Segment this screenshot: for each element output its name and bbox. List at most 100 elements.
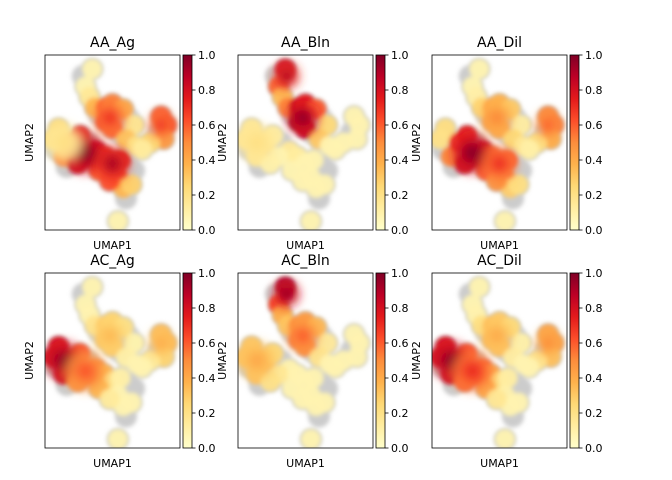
hotspot-mark xyxy=(281,288,292,300)
umap-panel: AC_Dil UMAP1 UMAP2 0.0 0.2 0.4 0.6 0.8 1.0 xyxy=(410,253,603,470)
density-point xyxy=(99,389,120,409)
density-point xyxy=(469,59,490,79)
hotspot-mark xyxy=(296,329,310,343)
hotspots xyxy=(45,320,174,391)
density-point xyxy=(519,357,540,378)
hotspot-mark xyxy=(296,111,310,125)
density-point xyxy=(82,277,103,297)
colorbar-tick-label: 0.6 xyxy=(585,337,603,350)
colorbar-tick-label: 0.8 xyxy=(585,302,603,315)
density-point xyxy=(107,211,128,230)
colorbar-gradient xyxy=(569,54,580,231)
x-axis-label: UMAP1 xyxy=(286,457,325,470)
hotspot-mark xyxy=(56,135,72,150)
density-point xyxy=(132,357,153,378)
colorbar-tick-label: 0.4 xyxy=(585,372,603,385)
umap-panel: AA_Bln UMAP1 UMAP2 0.0 0.2 0.4 0.6 0.8 1.0 xyxy=(216,35,409,252)
colorbar-tick-label: 0.6 xyxy=(585,119,603,132)
colorbar-tick-label: 0.0 xyxy=(391,442,409,455)
panel-title: AC_Ag xyxy=(90,253,135,269)
density-point xyxy=(519,139,540,160)
colorbar-gradient xyxy=(569,272,580,449)
density-point xyxy=(121,392,142,413)
umap-panel: AA_Dil UMAP1 UMAP2 0.0 0.2 0.4 0.6 0.8 1.0 xyxy=(410,35,603,252)
colorbar-tick-label: 1.0 xyxy=(198,267,216,280)
scatter-area xyxy=(432,276,565,448)
y-axis-label: UMAP2 xyxy=(410,123,423,162)
density-point xyxy=(325,357,346,378)
x-axis-label: UMAP1 xyxy=(480,457,519,470)
density-point xyxy=(469,277,490,297)
density-points xyxy=(432,59,564,230)
colorbar-tick-label: 0.4 xyxy=(198,154,216,167)
colorbar: 0.0 0.2 0.4 0.6 0.8 1.0 xyxy=(569,267,603,455)
umap-panel: AC_Bln UMAP1 UMAP2 0.0 0.2 0.4 0.6 0.8 1.0 xyxy=(216,253,409,470)
hotspot-mark xyxy=(77,363,94,379)
hotspot-mark xyxy=(103,111,117,125)
density-point xyxy=(432,129,451,149)
colorbar-tick-label: 1.0 xyxy=(585,267,603,280)
colorbar-tick-label: 1.0 xyxy=(198,49,216,62)
hotspot-mark xyxy=(542,337,554,349)
colorbar-tick-label: 0.8 xyxy=(585,84,603,97)
hotspot-mark xyxy=(155,337,167,349)
colorbar: 0.0 0.2 0.4 0.6 0.8 1.0 xyxy=(569,49,603,237)
density-point xyxy=(303,150,324,170)
y-axis-label: UMAP2 xyxy=(216,341,229,380)
colorbar: 0.0 0.2 0.4 0.6 0.8 1.0 xyxy=(375,267,409,455)
hotspot-mark xyxy=(542,119,554,131)
colorbar-tick-label: 0.4 xyxy=(391,372,409,385)
hotspots xyxy=(432,320,561,391)
hotspots xyxy=(452,102,561,181)
hotspot-mark xyxy=(464,363,481,379)
hotspot-mark xyxy=(464,145,481,161)
y-axis-label: UMAP2 xyxy=(23,123,36,162)
scatter-area xyxy=(238,58,371,230)
density-point xyxy=(497,368,518,388)
axes-frame xyxy=(237,272,374,449)
colorbar: 0.0 0.2 0.4 0.6 0.8 1.0 xyxy=(375,49,409,237)
colorbar-tick-label: 0.2 xyxy=(585,189,603,202)
y-axis-label: UMAP2 xyxy=(216,123,229,162)
colorbar-gradient xyxy=(375,272,386,449)
density-point xyxy=(314,392,335,413)
hotspots xyxy=(238,281,319,379)
density-point xyxy=(292,171,313,191)
scatter-area xyxy=(432,58,565,230)
density-point xyxy=(325,139,346,160)
panel-title: AC_Bln xyxy=(281,253,329,269)
hotspots xyxy=(45,102,174,181)
density-point xyxy=(508,392,529,413)
colorbar: 0.0 0.2 0.4 0.6 0.8 1.0 xyxy=(182,267,216,455)
hotspot-mark xyxy=(490,329,504,343)
colorbar-tick-label: 0.0 xyxy=(198,224,216,237)
panel-title: AC_Dil xyxy=(477,253,522,269)
x-axis-label: UMAP1 xyxy=(93,239,132,252)
colorbar-tick-label: 0.8 xyxy=(198,302,216,315)
colorbar-tick-label: 0.6 xyxy=(198,119,216,132)
axes-frame xyxy=(431,272,568,449)
colorbar-tick-label: 0.2 xyxy=(198,189,216,202)
colorbar-tick-label: 0.2 xyxy=(391,189,409,202)
panel-title: AA_Ag xyxy=(90,35,135,51)
y-axis-label: UMAP2 xyxy=(23,341,36,380)
colorbar-gradient xyxy=(182,54,193,231)
axes-frame xyxy=(431,54,568,231)
density-point xyxy=(121,174,142,195)
colorbar-tick-label: 0.8 xyxy=(198,84,216,97)
hotspot-mark xyxy=(281,70,292,82)
axes-frame xyxy=(44,272,181,449)
colorbar-tick-label: 1.0 xyxy=(585,49,603,62)
colorbar-tick-label: 0.0 xyxy=(198,442,216,455)
colorbar-tick-label: 0.0 xyxy=(585,442,603,455)
density-point xyxy=(107,429,128,448)
colorbar-tick-label: 0.4 xyxy=(198,372,216,385)
density-point xyxy=(300,429,321,448)
scatter-area xyxy=(45,58,178,230)
x-axis-label: UMAP1 xyxy=(480,239,519,252)
panel-title: AA_Dil xyxy=(477,35,522,51)
x-axis-label: UMAP1 xyxy=(286,239,325,252)
hotspots xyxy=(238,63,319,161)
colorbar-tick-label: 0.6 xyxy=(198,337,216,350)
